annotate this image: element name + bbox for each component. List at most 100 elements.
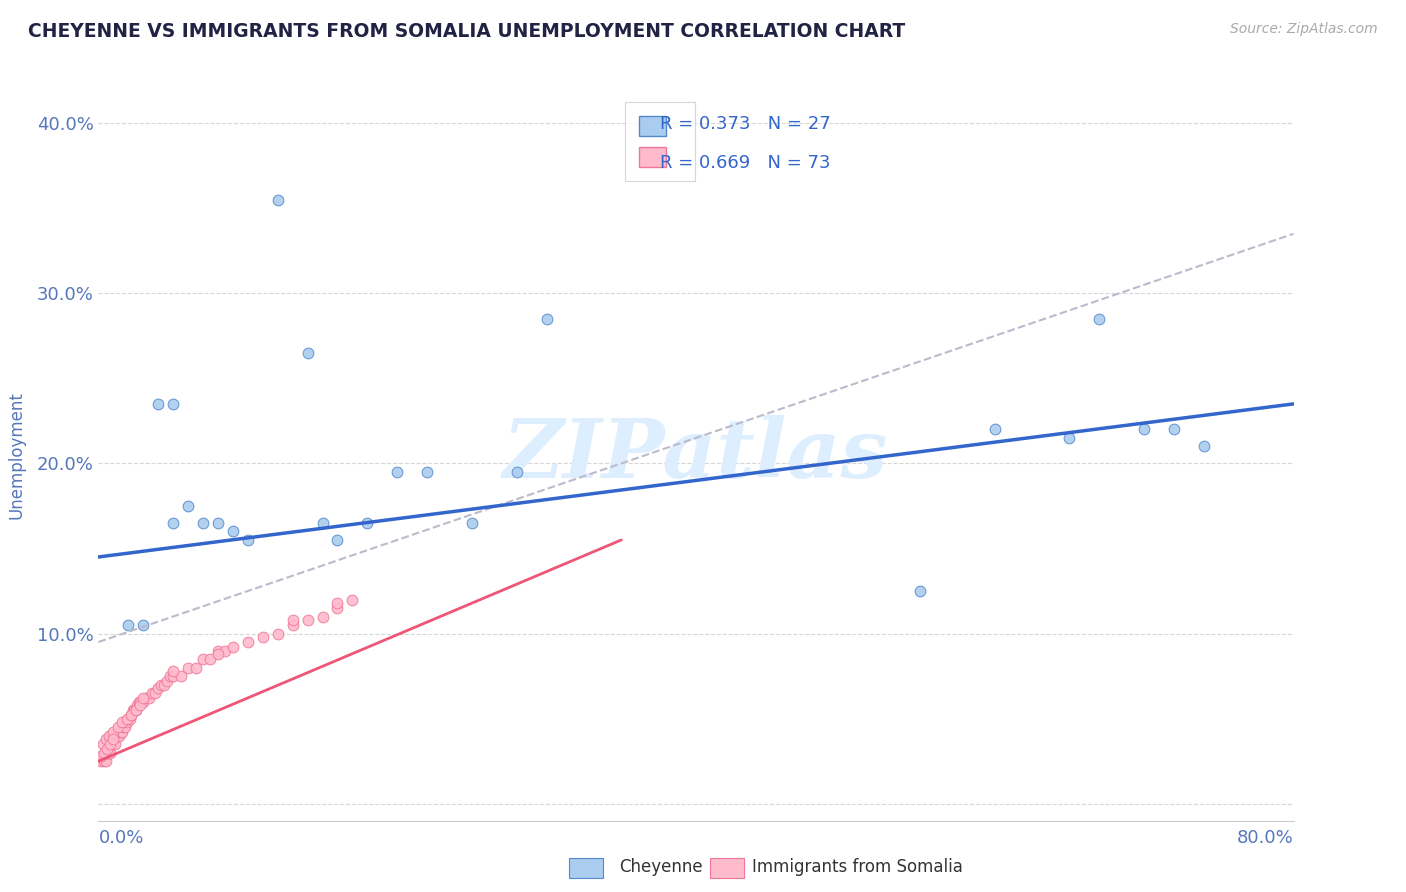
Point <box>156 674 179 689</box>
Point <box>115 712 138 726</box>
Point <box>984 422 1007 436</box>
Legend: , : , <box>624 102 696 181</box>
Point <box>127 698 149 712</box>
Point <box>112 720 135 734</box>
Point <box>342 592 364 607</box>
Text: Source: ZipAtlas.com: Source: ZipAtlas.com <box>1230 22 1378 37</box>
Point <box>129 695 152 709</box>
Point <box>138 691 160 706</box>
Point <box>107 720 129 734</box>
Y-axis label: Unemployment: Unemployment <box>7 391 25 519</box>
Point <box>120 708 142 723</box>
Point <box>132 691 155 706</box>
Point <box>110 725 132 739</box>
Point <box>461 516 484 530</box>
Point <box>177 499 200 513</box>
Point <box>297 613 319 627</box>
Point <box>153 677 176 691</box>
Point <box>222 524 245 539</box>
Text: 80.0%: 80.0% <box>1237 829 1294 847</box>
Point <box>132 695 155 709</box>
Point <box>104 737 127 751</box>
Point <box>103 731 125 746</box>
Point <box>114 720 136 734</box>
Point <box>222 640 245 654</box>
Point <box>93 754 115 768</box>
Text: Immigrants from Somalia: Immigrants from Somalia <box>752 858 963 876</box>
Point <box>124 703 146 717</box>
Point <box>96 742 118 756</box>
Point <box>125 703 148 717</box>
Point <box>281 618 304 632</box>
Point <box>141 686 163 700</box>
Point <box>98 746 122 760</box>
Text: ZIPatlas: ZIPatlas <box>503 415 889 495</box>
Point <box>108 729 131 743</box>
Point <box>162 397 184 411</box>
Point <box>105 729 128 743</box>
Point <box>536 311 558 326</box>
Point <box>1059 431 1081 445</box>
Text: Cheyenne: Cheyenne <box>619 858 702 876</box>
Point <box>207 643 229 657</box>
Point <box>118 712 141 726</box>
Point <box>191 516 214 530</box>
Point <box>311 609 333 624</box>
Point <box>96 746 118 760</box>
Point <box>200 652 222 666</box>
Point <box>236 635 259 649</box>
Point <box>125 703 148 717</box>
Text: R = 0.373   N = 27: R = 0.373 N = 27 <box>661 115 831 133</box>
Point <box>90 754 112 768</box>
Point <box>356 516 378 530</box>
Point <box>129 698 152 712</box>
Point <box>207 516 229 530</box>
Point <box>128 695 150 709</box>
Point <box>159 669 181 683</box>
Point <box>281 613 304 627</box>
Point <box>148 397 170 411</box>
Point <box>91 737 114 751</box>
Point <box>97 746 120 760</box>
Point <box>101 737 124 751</box>
Point <box>162 664 184 678</box>
Point <box>1192 439 1215 453</box>
Point <box>184 660 207 674</box>
Point <box>267 193 290 207</box>
Point <box>252 630 274 644</box>
Point <box>120 708 142 723</box>
Point <box>326 533 349 547</box>
Point <box>132 618 155 632</box>
Point <box>115 714 138 729</box>
Point <box>111 714 134 729</box>
Text: R = 0.669   N = 73: R = 0.669 N = 73 <box>661 153 831 171</box>
Point <box>236 533 259 547</box>
Point <box>107 729 129 743</box>
Point <box>162 516 184 530</box>
Point <box>169 669 191 683</box>
Point <box>93 746 115 760</box>
Point <box>90 749 112 764</box>
Point <box>214 643 236 657</box>
Point <box>177 660 200 674</box>
Point <box>103 737 125 751</box>
Point <box>98 737 122 751</box>
Point <box>94 754 117 768</box>
Text: 0.0%: 0.0% <box>98 829 143 847</box>
Point <box>121 703 143 717</box>
Point <box>150 677 173 691</box>
Point <box>297 346 319 360</box>
Point <box>143 686 166 700</box>
Point <box>162 669 184 683</box>
Point <box>385 465 409 479</box>
Point <box>97 729 120 743</box>
Point <box>326 596 349 610</box>
Point <box>94 731 117 746</box>
Point <box>111 725 134 739</box>
Point <box>506 465 529 479</box>
Point <box>311 516 333 530</box>
Point <box>1133 422 1156 436</box>
Point <box>207 647 229 661</box>
Point <box>117 712 139 726</box>
Point <box>191 652 214 666</box>
